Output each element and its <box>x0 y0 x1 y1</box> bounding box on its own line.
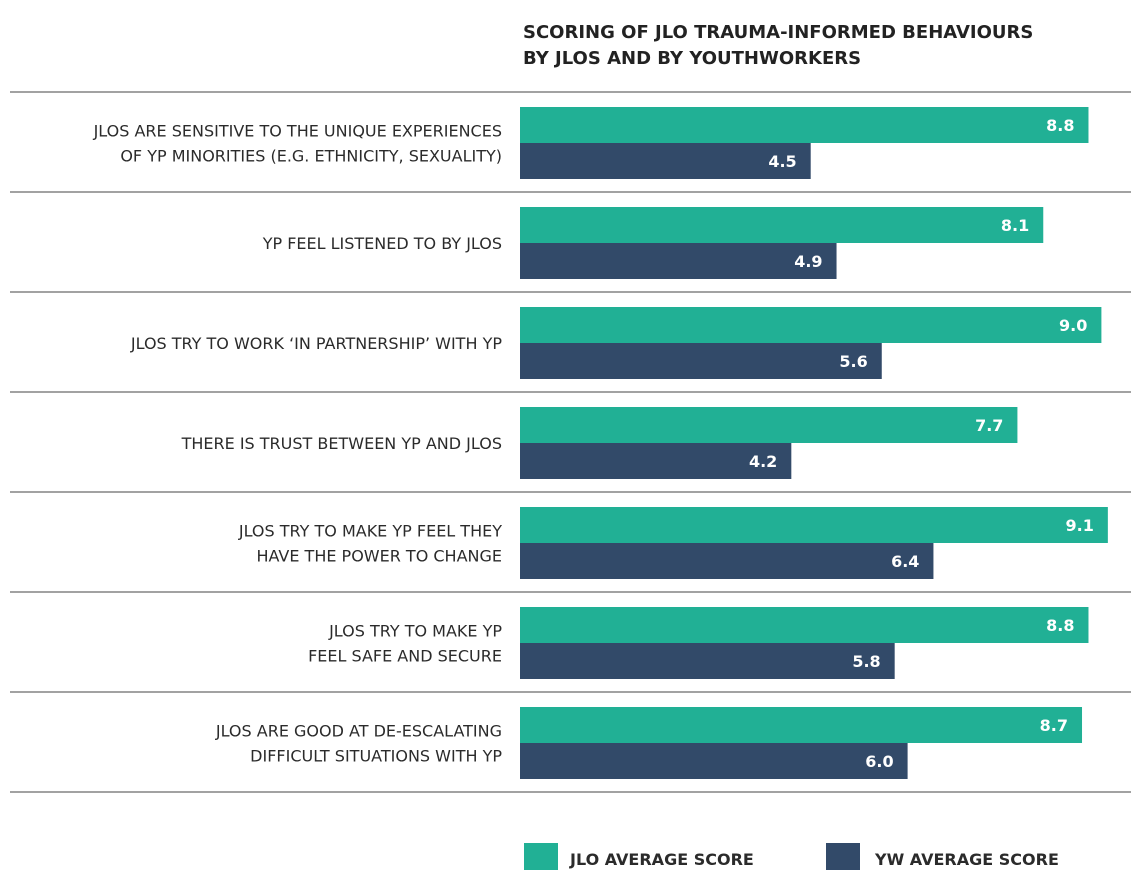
category-label-line: FEEL SAFE AND SECURE <box>308 647 502 666</box>
yw-bar <box>520 343 882 379</box>
yw-value-label: 4.2 <box>749 452 777 471</box>
yw-bar <box>520 243 837 279</box>
legend-label: JLO AVERAGE SCORE <box>569 850 754 869</box>
chart-rows: 8.8 4.5 JLOS ARE SENSITIVE TO THE UNIQUE E… <box>10 91 1131 793</box>
category-label-line: JLOS ARE GOOD AT DE-ESCALATING <box>215 722 502 741</box>
jlo-value-label: 9.0 <box>1059 316 1087 335</box>
category-row: 8.8 5.8 JLOS TRY TO MAKE YP FEEL SAFE AND S… <box>308 607 1089 679</box>
jlo-value-label: 8.8 <box>1046 616 1074 635</box>
yw-bar <box>520 443 792 479</box>
yw-bar <box>520 643 895 679</box>
category-label: JLOS TRY TO MAKE YP FEEL THEY HAVE THE PO… <box>238 522 502 566</box>
yw-value-label: 5.6 <box>839 352 867 371</box>
chart-title-line-1: SCORING OF JLO TRAUMA-INFORMED BEHAVIOUR… <box>523 22 1033 43</box>
yw-bar <box>520 143 811 179</box>
category-label-line: HAVE THE POWER TO CHANGE <box>256 547 502 566</box>
category-label-line: DIFFICULT SITUATIONS WITH YP <box>250 747 502 766</box>
jlo-bar <box>520 307 1102 343</box>
yw-value-label: 5.8 <box>852 652 880 671</box>
category-label-line: OF YP MINORITIES (E.G. ETHNICITY, SEXUAL… <box>120 147 502 166</box>
jlo-bar <box>520 607 1089 643</box>
category-row: 8.1 4.9 YP FEEL LISTENED TO BY JLOS <box>262 207 1044 279</box>
yw-value-label: 4.9 <box>794 252 822 271</box>
jlo-value-label: 9.1 <box>1066 516 1094 535</box>
yw-bar <box>520 743 908 779</box>
category-label: JLOS TRY TO MAKE YP FEEL SAFE AND SECURE <box>308 622 502 666</box>
legend-swatch <box>826 843 860 870</box>
legend-item: JLO AVERAGE SCORE <box>524 843 754 870</box>
yw-bar <box>520 543 934 579</box>
category-label-line: YP FEEL LISTENED TO BY JLOS <box>262 234 502 253</box>
jlo-bar <box>520 507 1108 543</box>
category-label-line: THERE IS TRUST BETWEEN YP AND JLOS <box>181 434 502 453</box>
chart-legend: JLO AVERAGE SCORE YW AVERAGE SCORE <box>524 843 1059 870</box>
category-label-line: JLOS TRY TO MAKE YP FEEL THEY <box>238 522 502 541</box>
jlo-bar <box>520 107 1089 143</box>
yw-value-label: 6.4 <box>891 552 919 571</box>
jlo-value-label: 8.8 <box>1046 116 1074 135</box>
category-label: JLOS TRY TO WORK ‘IN PARTNERSHIP’ WITH Y… <box>130 334 502 353</box>
category-label-line: JLOS ARE SENSITIVE TO THE UNIQUE EXPERIE… <box>93 122 502 141</box>
category-row: 9.0 5.6 JLOS TRY TO WORK ‘IN PARTNERSHIP’ … <box>130 307 1102 379</box>
legend-item: YW AVERAGE SCORE <box>826 843 1059 870</box>
legend-label: YW AVERAGE SCORE <box>874 850 1059 869</box>
chart-title: SCORING OF JLO TRAUMA-INFORMED BEHAVIOUR… <box>523 22 1040 69</box>
category-label-line: JLOS TRY TO WORK ‘IN PARTNERSHIP’ WITH Y… <box>130 334 502 353</box>
chart-title-line-2: BY JLOS AND BY YOUTHWORKERS <box>523 48 861 69</box>
jlo-value-label: 8.7 <box>1040 716 1068 735</box>
category-row: 8.8 4.5 JLOS ARE SENSITIVE TO THE UNIQUE E… <box>93 107 1089 179</box>
category-label: THERE IS TRUST BETWEEN YP AND JLOS <box>181 434 502 453</box>
legend-swatch <box>524 843 558 870</box>
category-row: 8.7 6.0 JLOS ARE GOOD AT DE-ESCALATING DIFF… <box>215 707 1083 779</box>
yw-value-label: 4.5 <box>768 152 796 171</box>
category-label-line: JLOS TRY TO MAKE YP <box>328 622 502 641</box>
category-label: YP FEEL LISTENED TO BY JLOS <box>262 234 502 253</box>
yw-value-label: 6.0 <box>865 752 893 771</box>
category-row: 7.7 4.2 THERE IS TRUST BETWEEN YP AND JLOS <box>181 407 1018 479</box>
jlo-bar <box>520 707 1083 743</box>
category-label: JLOS ARE GOOD AT DE-ESCALATING DIFFICULT … <box>215 722 502 766</box>
jlo-value-label: 8.1 <box>1001 216 1029 235</box>
category-row: 9.1 6.4 JLOS TRY TO MAKE YP FEEL THEY HAVE … <box>238 507 1108 579</box>
jlo-bar <box>520 407 1018 443</box>
category-label: JLOS ARE SENSITIVE TO THE UNIQUE EXPERIE… <box>93 122 502 166</box>
jlo-bar <box>520 207 1044 243</box>
jlo-value-label: 7.7 <box>975 416 1003 435</box>
